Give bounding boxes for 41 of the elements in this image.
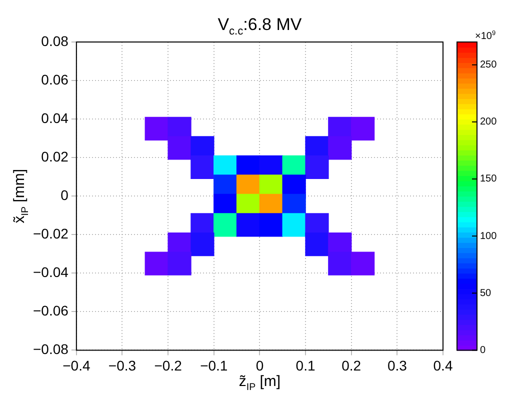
x-tick-label: 0.1 — [296, 357, 316, 374]
point — [351, 252, 375, 276]
y-tick-label: 0.02 — [41, 148, 69, 164]
y-tick-label: 0.08 — [41, 32, 69, 49]
point — [214, 213, 238, 237]
y-tick-label: −0.06 — [32, 302, 69, 319]
y-tick-label: −0.08 — [32, 341, 69, 358]
y-tick-label: 0.04 — [41, 110, 69, 126]
x-tick-label: 0.3 — [387, 357, 408, 374]
color-bar-label: 0 — [480, 344, 486, 356]
color-bar-label: 250 — [480, 60, 498, 71]
point — [305, 155, 329, 180]
point — [144, 252, 168, 276]
x-tick-label: 0.4 — [433, 357, 453, 374]
x-tick-label: 0.2 — [342, 357, 362, 374]
point — [351, 116, 375, 140]
color-bar-label: 150 — [480, 174, 498, 185]
y-tick-label: 0 — [60, 186, 69, 203]
point — [328, 252, 352, 276]
point — [236, 213, 260, 237]
point — [190, 155, 214, 180]
x-tick-label: 0 — [256, 357, 264, 374]
point — [259, 213, 283, 237]
y-tick-label: −0.04 — [32, 264, 69, 280]
color-bar-label: 50 — [480, 288, 492, 299]
color-bar-label: 100 — [480, 230, 498, 242]
y-tick-label: 0.06 — [41, 71, 69, 88]
point — [168, 136, 192, 160]
point — [305, 232, 329, 256]
point — [168, 252, 192, 276]
y-axis-title: x̃IP [mm] — [11, 168, 31, 224]
y-tick-label: −0.02 — [32, 225, 69, 242]
point — [282, 213, 306, 237]
color-bar-label: 200 — [480, 116, 498, 128]
point — [144, 116, 168, 140]
x-tick-label: −0.3 — [108, 357, 136, 374]
x-tick-label: −0.2 — [154, 357, 182, 374]
point — [328, 136, 352, 160]
x-tick-label: −0.1 — [200, 357, 228, 374]
point — [190, 232, 214, 256]
x-tick-label: −0.4 — [62, 357, 90, 374]
